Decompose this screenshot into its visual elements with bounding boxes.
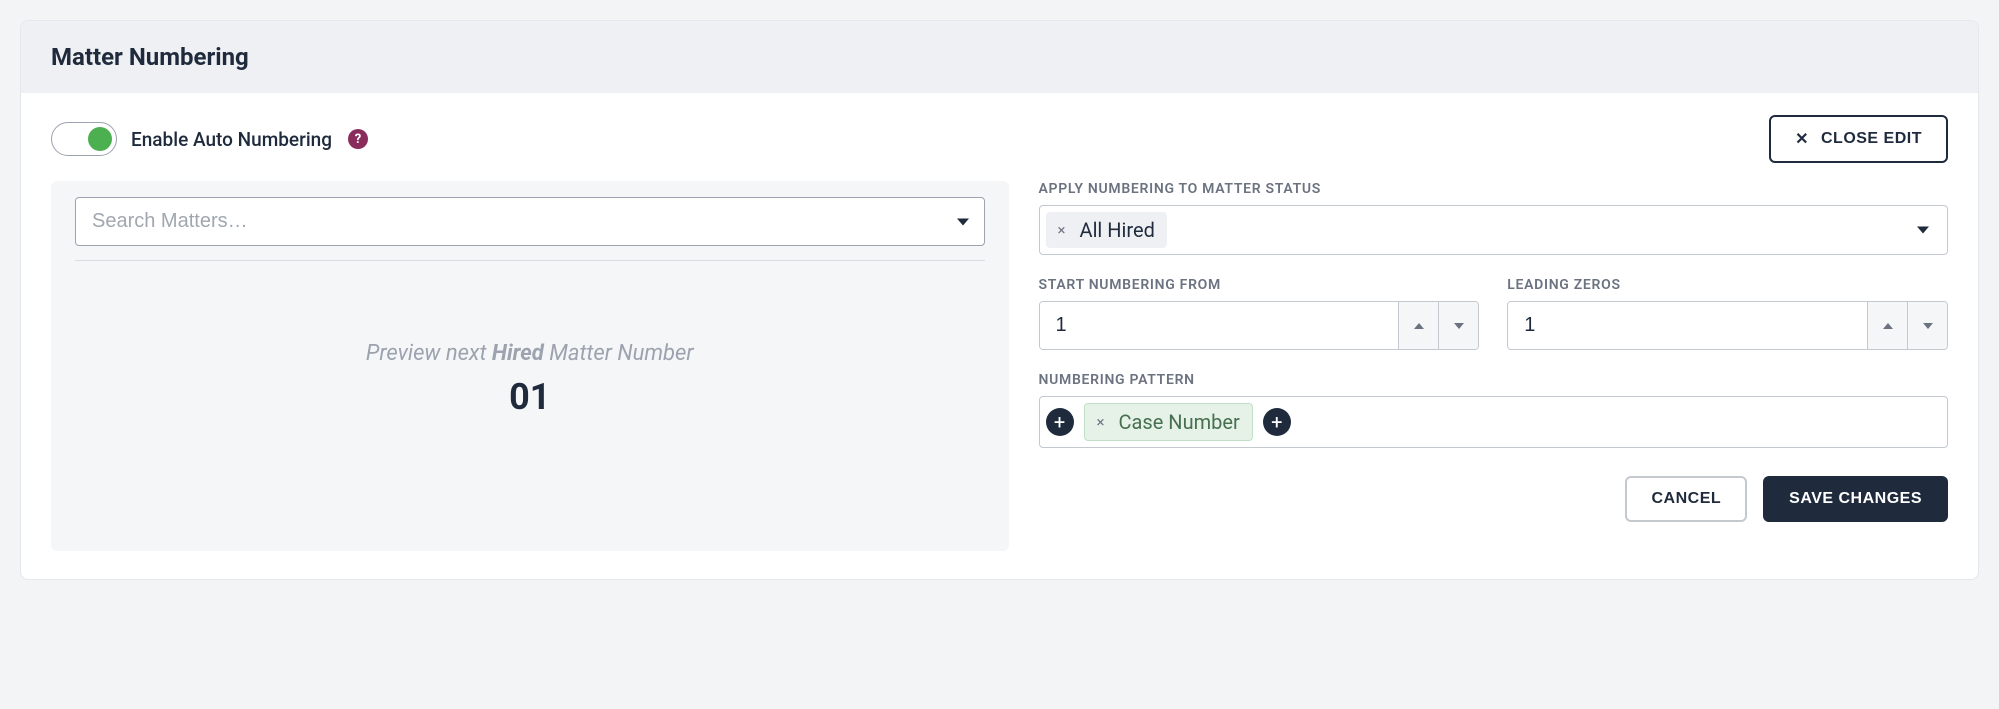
leading-zeros-spinner	[1507, 301, 1948, 350]
start-from-increment-button[interactable]	[1398, 302, 1438, 349]
preview-number: 01	[75, 376, 985, 418]
leading-zeros-decrement-button[interactable]	[1907, 302, 1947, 349]
enable-auto-numbering-toggle[interactable]	[51, 122, 117, 156]
remove-status-tag-icon[interactable]: ×	[1054, 221, 1070, 239]
matter-status-select[interactable]: × All Hired	[1039, 205, 1949, 255]
toggle-knob	[88, 127, 112, 151]
toggle-label: Enable Auto Numbering	[131, 128, 332, 151]
close-icon: ✕	[1795, 129, 1809, 149]
close-edit-label: CLOSE EDIT	[1821, 130, 1922, 148]
start-from-spinner	[1039, 301, 1480, 350]
search-dropdown-caret-icon[interactable]	[957, 218, 969, 225]
search-matters-input[interactable]	[75, 197, 985, 246]
caret-down-icon	[1454, 323, 1464, 329]
start-from-decrement-button[interactable]	[1438, 302, 1478, 349]
start-from-label: START NUMBERING FROM	[1039, 277, 1480, 293]
leading-zeros-input[interactable]	[1508, 302, 1867, 349]
leading-zeros-controls	[1867, 302, 1947, 349]
pattern-tag: × Case Number	[1084, 403, 1253, 441]
settings-panel: APPLY NUMBERING TO MATTER STATUS × All H…	[1039, 181, 1949, 551]
divider	[75, 260, 985, 261]
preview-suffix: Matter Number	[544, 341, 694, 366]
pattern-tag-text: Case Number	[1119, 410, 1240, 434]
add-pattern-after-button[interactable]: +	[1263, 408, 1291, 436]
status-tag-text: All Hired	[1080, 218, 1155, 242]
preview-emphasis: Hired	[492, 341, 544, 366]
pattern-label: NUMBERING PATTERN	[1039, 372, 1949, 388]
status-label: APPLY NUMBERING TO MATTER STATUS	[1039, 181, 1949, 197]
help-icon[interactable]: ?	[348, 129, 368, 149]
search-box	[75, 197, 985, 246]
leading-zeros-increment-button[interactable]	[1867, 302, 1907, 349]
cancel-button[interactable]: CANCEL	[1625, 476, 1747, 522]
caret-down-icon	[1923, 323, 1933, 329]
start-from-field: START NUMBERING FROM	[1039, 277, 1480, 350]
start-from-controls	[1398, 302, 1478, 349]
preview-prefix: Preview next	[366, 341, 492, 366]
toggle-group: Enable Auto Numbering ?	[51, 122, 368, 156]
card-body: Enable Auto Numbering ? ✕ CLOSE EDIT Pre…	[21, 93, 1978, 579]
status-dropdown-caret-icon[interactable]	[1917, 227, 1929, 234]
leading-zeros-field: LEADING ZEROS	[1507, 277, 1948, 350]
top-row: Enable Auto Numbering ? ✕ CLOSE EDIT	[51, 115, 1948, 163]
numbering-pattern-box[interactable]: + × Case Number +	[1039, 396, 1949, 448]
remove-pattern-tag-icon[interactable]: ×	[1093, 413, 1109, 431]
preview-panel: Preview next Hired Matter Number 01	[51, 181, 1009, 551]
card-title: Matter Numbering	[51, 43, 1948, 71]
action-row: CANCEL SAVE CHANGES	[1039, 476, 1949, 522]
close-edit-button[interactable]: ✕ CLOSE EDIT	[1769, 115, 1948, 163]
status-tag: × All Hired	[1046, 212, 1167, 248]
preview-text: Preview next Hired Matter Number	[75, 341, 985, 366]
card-header: Matter Numbering	[21, 21, 1978, 93]
main-row: Preview next Hired Matter Number 01 APPL…	[51, 181, 1948, 551]
save-changes-button[interactable]: SAVE CHANGES	[1763, 476, 1948, 522]
leading-zeros-label: LEADING ZEROS	[1507, 277, 1948, 293]
add-pattern-before-button[interactable]: +	[1046, 408, 1074, 436]
caret-up-icon	[1883, 323, 1893, 329]
number-fields-row: START NUMBERING FROM LEADING ZEROS	[1039, 277, 1949, 350]
start-from-input[interactable]	[1040, 302, 1399, 349]
caret-up-icon	[1414, 323, 1424, 329]
matter-numbering-card: Matter Numbering Enable Auto Numbering ?…	[20, 20, 1979, 580]
